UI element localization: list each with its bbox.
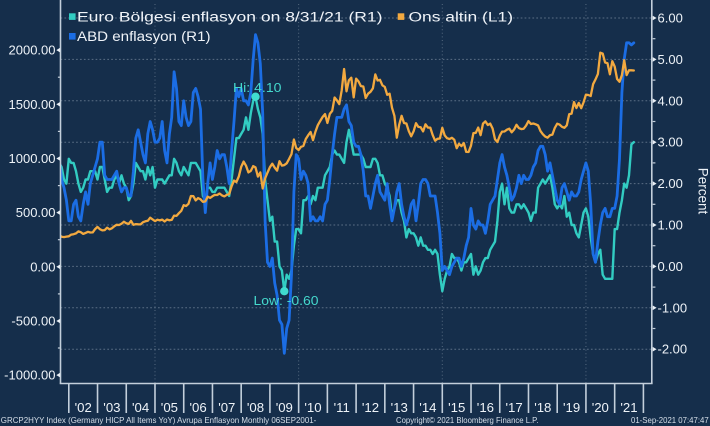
svg-text:Euro Bölgesi enflasyon on 8/31: Euro Bölgesi enflasyon on 8/31/21 (R1) <box>77 9 383 25</box>
svg-text:-2.00: -2.00 <box>658 342 688 357</box>
svg-text:4.00: 4.00 <box>658 93 683 108</box>
svg-text:'09: '09 <box>276 400 293 415</box>
svg-text:1.00: 1.00 <box>658 218 683 233</box>
svg-text:Ons altin (L1): Ons altin (L1) <box>409 9 514 25</box>
svg-text:'21: '21 <box>620 400 637 415</box>
svg-text:1500.00: 1500.00 <box>9 97 56 112</box>
svg-text:'16: '16 <box>477 400 494 415</box>
svg-text:-500.00: -500.00 <box>11 314 55 329</box>
svg-text:1000.00: 1000.00 <box>9 151 56 166</box>
svg-text:'07: '07 <box>218 400 235 415</box>
svg-text:0.00: 0.00 <box>30 259 55 274</box>
svg-text:'06: '06 <box>190 400 207 415</box>
svg-text:3.00: 3.00 <box>658 135 683 150</box>
svg-text:2000.00: 2000.00 <box>9 43 56 58</box>
svg-text:'02: '02 <box>75 400 92 415</box>
svg-text:'20: '20 <box>592 400 609 415</box>
svg-text:6.00: 6.00 <box>658 11 683 26</box>
svg-text:GRCP2HYY Index (Germany HICP A: GRCP2HYY Index (Germany HICP All Items Y… <box>1 416 317 425</box>
svg-text:500.00: 500.00 <box>16 205 56 220</box>
svg-text:'10: '10 <box>304 400 321 415</box>
svg-text:'15: '15 <box>448 400 465 415</box>
svg-text:2.00: 2.00 <box>658 176 683 191</box>
svg-text:-1000.00: -1000.00 <box>4 368 55 383</box>
svg-text:5.00: 5.00 <box>658 52 683 67</box>
svg-text:Percent: Percent <box>696 168 710 215</box>
svg-text:'04: '04 <box>132 400 149 415</box>
svg-text:Hi: 4.10: Hi: 4.10 <box>233 80 282 95</box>
svg-text:'11: '11 <box>334 400 350 415</box>
svg-text:'13: '13 <box>391 400 408 415</box>
svg-text:Low: -0.60: Low: -0.60 <box>254 293 319 308</box>
svg-text:'12: '12 <box>362 400 379 415</box>
svg-text:'18: '18 <box>534 400 551 415</box>
svg-text:-1.00: -1.00 <box>658 300 688 315</box>
svg-text:Copyright© 2021 Bloomberg Fina: Copyright© 2021 Bloomberg Finance L.P. <box>396 416 539 425</box>
svg-text:ABD enflasyon (R1): ABD enflasyon (R1) <box>77 29 211 45</box>
svg-text:'19: '19 <box>563 400 580 415</box>
svg-text:'03: '03 <box>103 400 120 415</box>
svg-text:'05: '05 <box>161 400 178 415</box>
svg-text:'14: '14 <box>419 400 436 415</box>
svg-text:01-Sep-2021 07:47:47: 01-Sep-2021 07:47:47 <box>631 416 709 425</box>
svg-text:0.00: 0.00 <box>658 259 683 274</box>
svg-text:'08: '08 <box>247 400 264 415</box>
svg-text:'17: '17 <box>506 400 523 415</box>
